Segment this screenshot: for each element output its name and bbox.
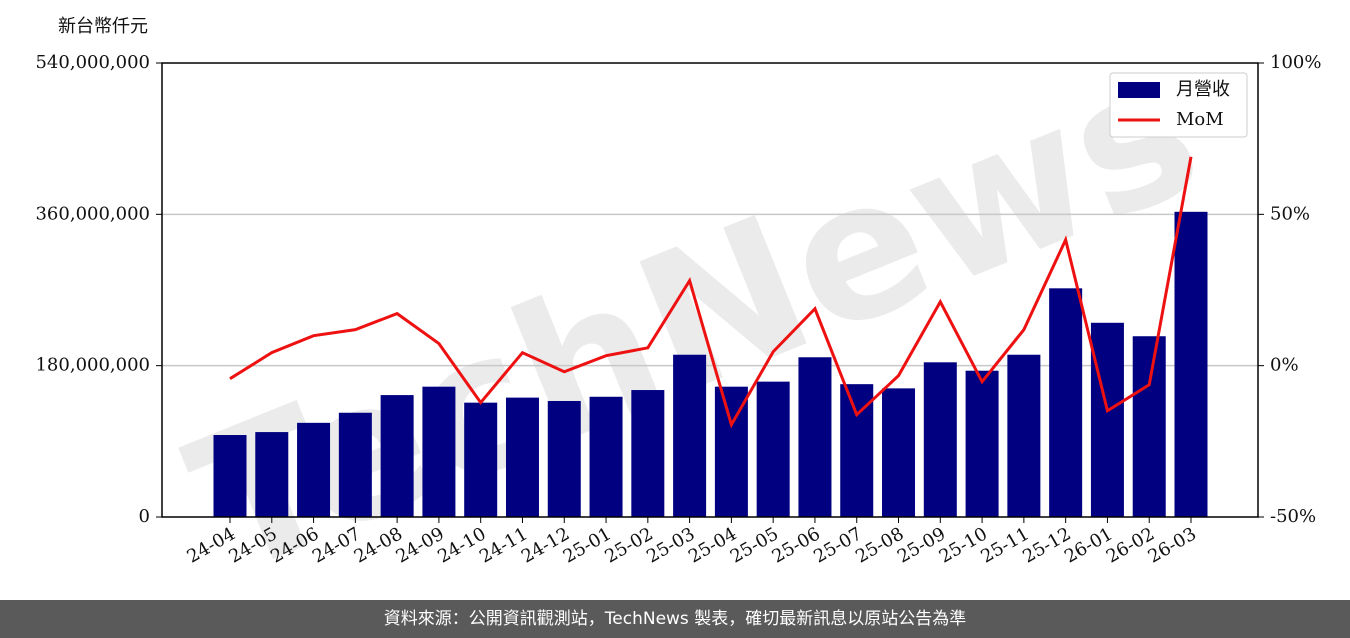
bar (1090, 322, 1124, 517)
bar (1132, 336, 1166, 517)
y-tick-label: 360,000,000 (35, 203, 150, 224)
bar (464, 402, 498, 517)
bar (297, 422, 331, 517)
y2-tick-label: 100% (1270, 52, 1321, 73)
bar (798, 357, 832, 517)
bar (255, 432, 289, 517)
bar (965, 370, 999, 517)
legend-label: MoM (1176, 109, 1224, 130)
bar (631, 390, 665, 517)
bar (1049, 288, 1083, 517)
bar (422, 386, 456, 517)
bar (380, 395, 414, 517)
chart: 新台幣仟元 TechNews 0180,000,000360,000,00054… (35, 16, 1321, 618)
plot-frame (161, 62, 1259, 518)
bar (213, 435, 247, 517)
bar (673, 354, 707, 517)
x-tick-label: 26-03 (1145, 523, 1200, 567)
bar (923, 362, 957, 517)
bar (505, 397, 539, 517)
bar (882, 388, 916, 517)
y2-tick-label: 50% (1270, 203, 1310, 224)
bar (1174, 211, 1208, 518)
y-tick-label: 540,000,000 (35, 52, 150, 73)
bar (547, 400, 581, 517)
footer: 資料來源：公開資訊觀測站，TechNews 製表，確切最新訊息以原站公告為準 (0, 600, 1350, 638)
bar (756, 381, 790, 517)
y-axis-label: 新台幣仟元 (58, 16, 148, 37)
legend-swatch (1118, 82, 1160, 98)
line (229, 156, 1193, 429)
bar (589, 396, 623, 517)
y2-tick-label: 0% (1270, 355, 1299, 376)
legend-label: 月營收 (1176, 79, 1230, 100)
bar (1007, 354, 1041, 517)
bar (338, 412, 372, 517)
y-tick-label: 0 (139, 506, 150, 527)
y2-tick-label: -50% (1270, 506, 1316, 527)
y-tick-label: 180,000,000 (35, 355, 150, 376)
